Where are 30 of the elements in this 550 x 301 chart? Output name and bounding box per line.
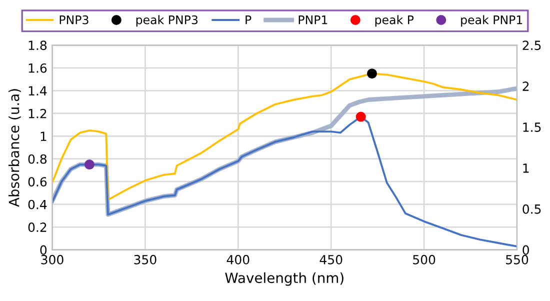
legend-label: PNP1 bbox=[298, 16, 328, 24]
y2-tick-label: 2.5 bbox=[522, 40, 541, 50]
x-tick-label: 350 bbox=[134, 254, 156, 264]
y-tick-label: 1.6 bbox=[28, 63, 47, 73]
x-tick-label: 400 bbox=[226, 254, 250, 264]
y-tick-label: 0.2 bbox=[28, 222, 46, 232]
y-axis-title: Absorbance (u.a) bbox=[8, 89, 21, 207]
legend-label: peak P bbox=[375, 15, 414, 27]
y-tick-label: 1.2 bbox=[28, 108, 46, 118]
y-tick-label: 1.8 bbox=[28, 40, 47, 50]
x-axis-title: Wavelength (nm) bbox=[225, 272, 344, 286]
legend-label: P bbox=[246, 16, 252, 24]
y-tick-label: 1.4 bbox=[28, 86, 47, 96]
x-tick-label: 450 bbox=[320, 254, 342, 264]
y2-tick-label: 1.5 bbox=[523, 122, 541, 132]
legend-label: peak PNP3 bbox=[136, 15, 198, 27]
y-tick-label: 0.8 bbox=[28, 154, 47, 164]
legend-label: PNP3 bbox=[60, 15, 88, 24]
y-tick-label: 0 bbox=[40, 245, 47, 255]
y-tick-label: 0.6 bbox=[28, 177, 47, 187]
y-tick-label: 1 bbox=[40, 132, 46, 141]
y2-tick-label: 0.5 bbox=[522, 204, 541, 214]
y2-tick-label: 0 bbox=[522, 245, 529, 255]
x-tick-label: 300 bbox=[41, 254, 64, 264]
y2-tick-label: 1 bbox=[523, 164, 529, 173]
x-tick-label: 500 bbox=[413, 254, 436, 264]
legend-label: peak PNP1 bbox=[461, 15, 522, 27]
y2-tick-label: 2 bbox=[522, 82, 529, 91]
y-tick-label: 0.4 bbox=[28, 200, 47, 210]
x-tick-label: 550 bbox=[506, 254, 528, 264]
